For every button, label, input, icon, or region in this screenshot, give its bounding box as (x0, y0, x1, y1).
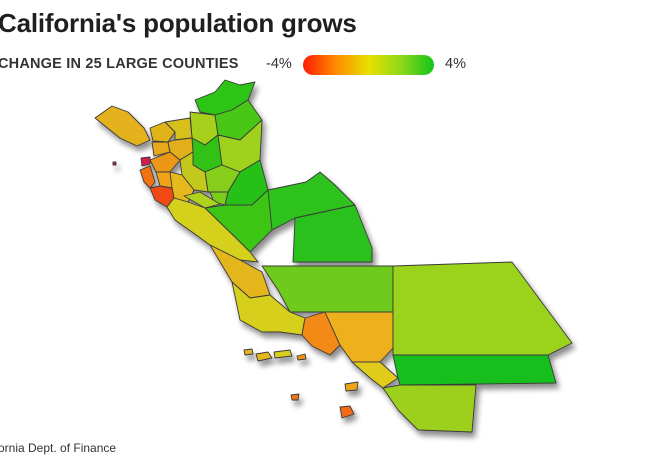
county-north-a (194, 79, 256, 116)
legend-color-scale (303, 55, 434, 75)
county-orange (351, 361, 399, 389)
chart-title: California's population grows (0, 8, 357, 38)
counties-group (94, 79, 573, 433)
county-sierra-east (267, 171, 356, 231)
island-a (255, 351, 273, 362)
legend-max-label: 4% (445, 56, 466, 72)
county-north-coast (94, 105, 151, 147)
county-san-bernardino (392, 261, 573, 356)
island-b (273, 349, 293, 359)
legend: CHANGE IN 25 LARGE COUNTIES -4% 4% (0, 54, 478, 76)
county-bay-a (149, 121, 176, 143)
island-g (339, 405, 355, 419)
county-valley-a (183, 191, 221, 209)
source-note: ornia Dept. of Finance (0, 441, 117, 455)
county-monterey (166, 197, 259, 263)
county-san-francisco (140, 156, 151, 167)
county-bay-f (149, 151, 181, 173)
legend-subtitle: CHANGE IN 25 LARGE COUNTIES (0, 56, 239, 72)
county-riverside (392, 354, 557, 386)
island-c (243, 348, 254, 356)
county-san-mateo (139, 165, 156, 189)
county-fresno-east (292, 204, 373, 263)
island-d (296, 353, 307, 361)
island-bay-dot (112, 161, 117, 166)
legend-min-label: -4% (266, 56, 292, 72)
county-san-diego (382, 384, 477, 433)
island-f (290, 393, 300, 401)
island-e (344, 381, 359, 392)
